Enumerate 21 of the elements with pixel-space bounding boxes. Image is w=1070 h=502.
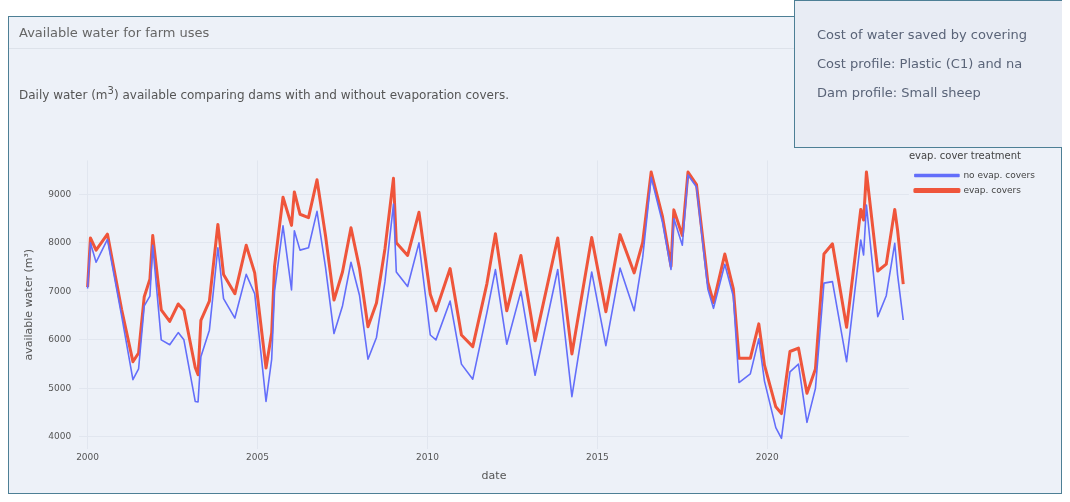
text: Dam profile: Small sheep [817, 85, 982, 100]
y-tick-label: 5000 [48, 382, 72, 393]
text: Cost of water saved by covering [817, 27, 1028, 42]
x-tick-label: 2020 [755, 451, 780, 462]
y-tick-label: 9000 [48, 188, 72, 199]
legend-label: no evap. covers [963, 169, 1036, 180]
legend-title: evap. cover treatment [908, 149, 1022, 161]
x-tick-label: 2010 [416, 451, 440, 462]
chart-subtitle: Daily water (m$^{3}$) available comparing dams with and without evaporation covers. [19, 85, 509, 102]
y-tick-label: 8000 [48, 237, 72, 248]
chart-title: Available water for farm uses [19, 25, 210, 40]
y-tick-label: 7000 [48, 285, 72, 296]
x-tick-label: 2000 [76, 451, 100, 462]
x-axis-title: date [481, 469, 507, 483]
y-axis-title: available water (m³) [22, 248, 36, 361]
text: Cost profile: Plastic (C1) and na [817, 56, 1024, 71]
x-tick-label: 2015 [585, 451, 609, 462]
y-tick-label: 6000 [48, 334, 72, 345]
legend-label: evap. covers [963, 184, 1022, 195]
x-tick-label: 2005 [246, 451, 269, 462]
y-tick-label: 4000 [48, 431, 72, 442]
